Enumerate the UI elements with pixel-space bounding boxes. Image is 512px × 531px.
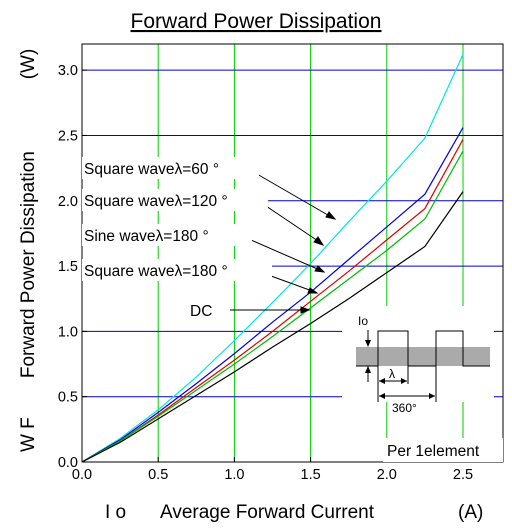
chart-title: Forward Power Dissipation <box>131 10 382 33</box>
x-axis-label: I o Average Forward Current (A) <box>105 502 483 523</box>
y-axis-symbol: W F <box>18 417 39 452</box>
arrowhead-60 <box>325 211 337 220</box>
grid <box>82 44 503 462</box>
arrowhead-sine180 <box>314 265 326 273</box>
annotation-120: Square waveλ=120 ° <box>84 193 228 210</box>
inset-lambda-label: λ <box>389 367 395 381</box>
series-lines <box>81 54 464 463</box>
arrow-120 <box>265 205 322 244</box>
annotation-labels: Square waveλ=60 ° Square waveλ=120 ° Sin… <box>82 157 272 320</box>
arrowhead-120 <box>313 236 325 246</box>
annotation-sq180: Square waveλ=180 ° <box>84 263 228 280</box>
arrow-sq180 <box>270 275 316 293</box>
x-tick-label: 1.5 <box>301 467 321 483</box>
y-tick-label: 2.5 <box>58 128 78 144</box>
y-tick-label: 3.0 <box>58 63 78 79</box>
arrow-sine180 <box>250 239 323 272</box>
annotation-dc: DC <box>190 303 212 320</box>
series-line-1 <box>81 127 464 463</box>
annotation-sine180: Sine waveλ=180 ° <box>84 228 209 245</box>
series-line-3 <box>81 150 464 463</box>
axis-ticks: 0.0 0.5 1.0 1.5 2.0 2.5 0.0 0.5 1.0 1.5 2.0 2.5 3.0 <box>58 63 473 483</box>
inset-square-wave <box>356 330 490 367</box>
series-line-0 <box>81 54 464 463</box>
y-axis-label: W F Forward Power Dissipation (W) <box>18 49 39 452</box>
x-tick-label: 2.5 <box>453 467 473 483</box>
y-tick-label: 0.5 <box>58 390 78 406</box>
y-tick-label: 0.0 <box>58 455 78 471</box>
x-tick-label: 2.0 <box>377 467 397 483</box>
y-tick-label: 1.5 <box>58 259 78 275</box>
y-tick-label: 2.0 <box>58 194 78 210</box>
annotation-60: Square waveλ=60 ° <box>84 161 219 178</box>
inset-waveform: Io λ 360° <box>342 306 494 415</box>
y-axis-text: Forward Power Dissipation <box>18 151 39 378</box>
arrowhead-sq180 <box>307 287 319 294</box>
plot-frame <box>81 43 504 463</box>
x-tick-label: 0.0 <box>72 467 92 483</box>
annotation-arrows <box>230 173 337 314</box>
inset-dc-band <box>356 347 490 366</box>
x-tick-label: 0.5 <box>148 467 168 483</box>
per-element-note: Per 1element <box>387 443 480 460</box>
arrow-60 <box>256 173 334 219</box>
y-tick-label: 1.0 <box>58 324 78 340</box>
series-line-2 <box>81 139 464 463</box>
x-axis-text: Average Forward Current <box>160 502 375 523</box>
inset-period-label: 360° <box>392 401 417 415</box>
x-tick-label: 1.0 <box>224 467 244 483</box>
series-line-4 <box>81 191 464 463</box>
x-axis-unit: (A) <box>458 502 483 523</box>
y-axis-unit: (W) <box>18 49 39 80</box>
inset-io-label: Io <box>358 314 368 328</box>
x-axis-symbol: I o <box>105 502 126 523</box>
arrowhead-dc <box>300 306 311 314</box>
